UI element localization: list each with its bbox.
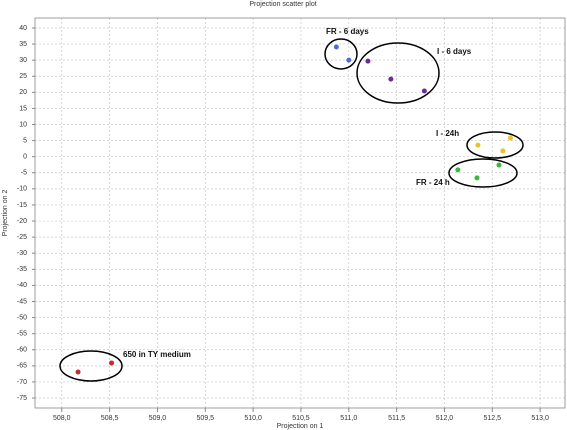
y-tick-label: 5 (23, 137, 27, 144)
chart-title: Projection scatter plot (249, 1, 316, 8)
y-tick-label: 0 (23, 154, 27, 161)
y-tick-label: -75 (17, 395, 27, 402)
y-tick-label: -20 (17, 218, 27, 225)
plot-frame (34, 17, 566, 409)
y-tick-label: 30 (19, 57, 27, 64)
point (496, 162, 502, 168)
x-tick-label: 511,0 (340, 415, 357, 422)
point (109, 360, 115, 366)
y-tick-label: -35 (17, 266, 27, 273)
y-tick-label: -15 (17, 202, 27, 209)
y-tick-label: -40 (17, 282, 27, 289)
point (333, 44, 339, 50)
cluster-outline (448, 158, 518, 188)
point (388, 76, 394, 82)
y-tick-label: -45 (17, 298, 27, 305)
y-tick-label: 15 (19, 105, 27, 112)
plot-area (35, 18, 565, 408)
y-tick-label: -70 (17, 379, 27, 386)
cluster-outline (356, 42, 440, 104)
point (75, 369, 81, 375)
annotation: 650 in TY medium (123, 350, 191, 359)
y-tick-label: -65 (17, 363, 27, 370)
y-tick-label: 35 (19, 41, 27, 48)
point (421, 88, 427, 94)
y-tick-label: 10 (19, 121, 27, 128)
annotation: I - 6 days (437, 47, 472, 56)
x-tick-label: 508,5 (101, 415, 119, 422)
point (474, 175, 480, 181)
x-tick-label: 509,5 (197, 415, 215, 422)
y-tick-label: 20 (19, 89, 27, 96)
x-tick-label: 509,0 (149, 415, 167, 422)
y-tick-label: -50 (17, 314, 27, 321)
y-tick-label: -25 (17, 234, 27, 241)
point (346, 57, 352, 63)
point (365, 58, 371, 64)
x-axis-label: Projection on 1 (277, 423, 324, 430)
y-tick-label: -60 (17, 347, 27, 354)
y-tick-label: -30 (17, 250, 27, 257)
annotation: FR - 6 days (326, 27, 369, 36)
cluster-outline (324, 38, 358, 70)
cluster-outline (59, 350, 123, 382)
annotation: FR - 24 h (416, 178, 450, 187)
y-tick-label: 40 (19, 25, 27, 32)
cluster-outline (466, 131, 524, 159)
y-tick-label: -55 (17, 331, 27, 338)
point (475, 142, 481, 148)
y-tick-label: -10 (17, 186, 27, 193)
y-tick-label: -5 (21, 170, 27, 177)
x-tick-label: 513,0 (531, 415, 549, 422)
x-tick-label: 511,5 (388, 415, 405, 422)
x-tick-label: 510,0 (244, 415, 262, 422)
point (500, 148, 506, 154)
annotation: I - 24h (436, 129, 459, 138)
x-tick-label: 510,5 (292, 415, 310, 422)
y-axis-label: Projection on 2 (2, 190, 9, 237)
x-tick-label: 512,0 (436, 415, 454, 422)
point (455, 167, 461, 173)
x-tick-label: 512,5 (484, 415, 502, 422)
y-tick-label: 25 (19, 73, 27, 80)
point (507, 135, 513, 141)
x-tick-label: 508,0 (53, 415, 71, 422)
